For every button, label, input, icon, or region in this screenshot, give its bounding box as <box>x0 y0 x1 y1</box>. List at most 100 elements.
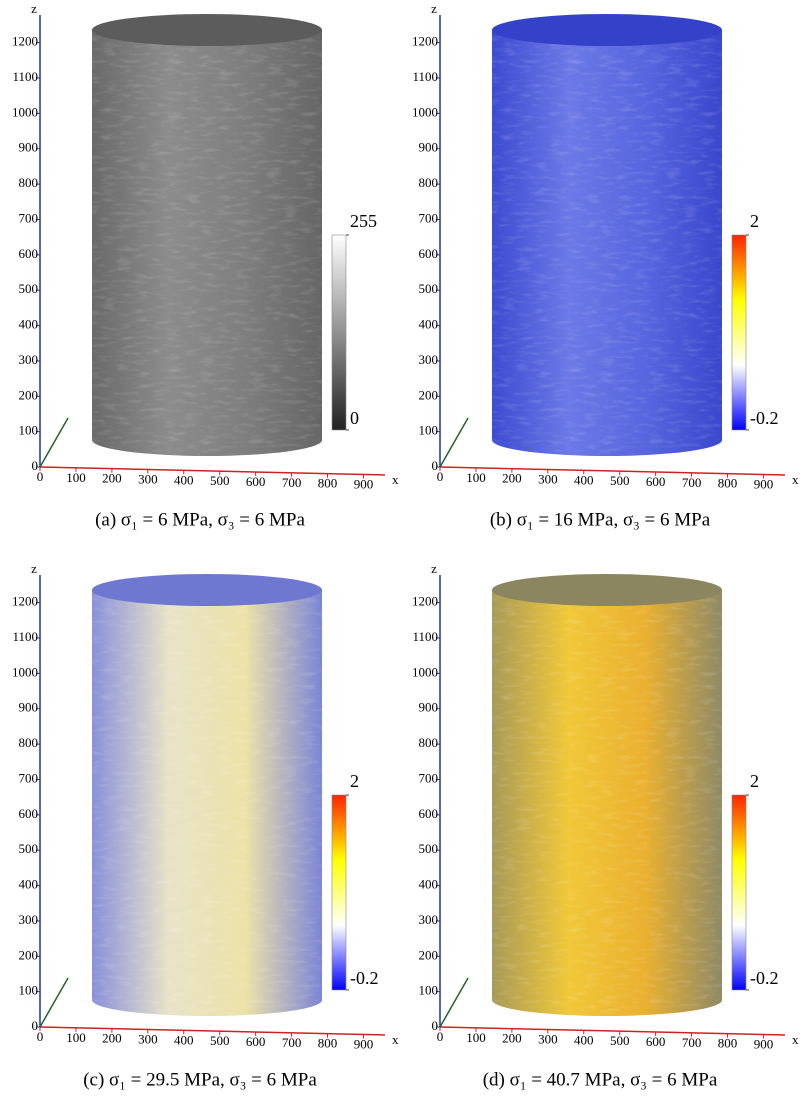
z-tick-label: 400 <box>419 317 439 332</box>
colorbar-tick-label: -0.2 <box>750 408 779 428</box>
z-tick-label: 800 <box>419 175 439 190</box>
x-tick-label: 700 <box>682 475 702 490</box>
cylinder-texture <box>492 590 722 1016</box>
z-tick-label: 200 <box>19 947 39 962</box>
panel: zx01002003004005006007008009001000110012… <box>12 1 399 530</box>
x-tick-label: 900 <box>354 1036 374 1051</box>
x-tick-label: 200 <box>502 471 522 486</box>
x-tick-label: 400 <box>574 1032 594 1047</box>
x-tick-label: 400 <box>174 1032 194 1047</box>
z-axis-label: z <box>431 1 437 16</box>
x-tick-label: 600 <box>246 474 266 489</box>
z-tick-label: 600 <box>419 806 439 821</box>
x-tick-label: 300 <box>538 471 558 486</box>
z-tick-label: 700 <box>419 770 439 785</box>
z-tick-label: 400 <box>419 877 439 892</box>
z-tick-label: 300 <box>419 352 439 367</box>
z-tick-label: 1200 <box>412 594 438 609</box>
z-tick-label: 900 <box>419 140 439 155</box>
y-axis <box>439 417 469 468</box>
x-tick-label: 900 <box>354 476 374 491</box>
z-tick-label: 1200 <box>412 34 438 49</box>
cylinder-texture <box>492 30 722 456</box>
colorbar-tick-label: -0.2 <box>350 968 379 988</box>
x-tick-label: 800 <box>318 476 338 491</box>
x-tick-label: 200 <box>502 1031 522 1046</box>
z-tick-label: 500 <box>19 841 39 856</box>
x-tick-label: 300 <box>138 471 158 486</box>
z-tick-label: 0 <box>32 1018 39 1033</box>
z-tick-label: 900 <box>19 700 39 715</box>
x-tick-label: 100 <box>466 470 486 485</box>
x-tick-label: 600 <box>246 1034 266 1049</box>
x-axis-label: x <box>392 1032 399 1047</box>
colorbar <box>731 234 747 431</box>
x-tick-label: 900 <box>754 1036 774 1051</box>
x-tick-label: 400 <box>574 472 594 487</box>
z-tick-label: 400 <box>19 877 39 892</box>
colorbar-tick-label: 0 <box>350 408 359 428</box>
x-tick-label: 800 <box>718 476 738 491</box>
caption: (d) σ₁ = 40.7 MPa, σ₃ = 6 MPa <box>483 1069 718 1090</box>
x-tick-label: 600 <box>646 1034 666 1049</box>
x-tick-label: 500 <box>610 473 630 488</box>
z-tick-label: 1100 <box>412 629 438 644</box>
z-tick-label: 800 <box>419 735 439 750</box>
colorbar <box>331 794 347 991</box>
x-tick-label: 100 <box>66 1030 86 1045</box>
x-tick-label: 700 <box>282 475 302 490</box>
z-tick-label: 800 <box>19 735 39 750</box>
z-tick-label: 1200 <box>12 34 38 49</box>
cylinder-top <box>492 14 722 46</box>
cylinder-texture <box>92 590 322 1016</box>
z-tick-label: 200 <box>419 387 439 402</box>
y-axis <box>39 417 69 468</box>
z-tick-label: 600 <box>419 246 439 261</box>
cylinder-top <box>92 574 322 606</box>
x-axis <box>439 1026 786 1036</box>
z-tick-label: 400 <box>19 317 39 332</box>
z-tick-label: 300 <box>419 912 439 927</box>
x-tick-label: 700 <box>282 1035 302 1050</box>
x-tick-label: 500 <box>210 1033 230 1048</box>
z-tick-label: 200 <box>19 387 39 402</box>
z-tick-label: 800 <box>19 175 39 190</box>
z-tick-label: 900 <box>19 140 39 155</box>
z-axis-label: z <box>431 561 437 576</box>
colorbar-tick-label: 2 <box>750 771 759 791</box>
x-tick-label: 300 <box>538 1031 558 1046</box>
x-axis <box>39 1026 386 1036</box>
x-tick-label: 0 <box>37 1029 44 1044</box>
z-tick-label: 1200 <box>12 594 38 609</box>
x-tick-label: 200 <box>102 1031 122 1046</box>
z-tick-label: 100 <box>19 983 39 998</box>
x-tick-label: 400 <box>174 472 194 487</box>
x-tick-label: 800 <box>318 1036 338 1051</box>
z-tick-label: 1000 <box>12 104 38 119</box>
x-axis-label: x <box>392 472 399 487</box>
colorbar <box>731 794 747 991</box>
caption: (c) σ₁ = 29.5 MPa, σ₃ = 6 MPa <box>83 1069 317 1090</box>
z-tick-label: 300 <box>19 352 39 367</box>
z-tick-label: 900 <box>419 700 439 715</box>
panel: zx01002003004005006007008009001000110012… <box>412 1 799 530</box>
z-tick-label: 100 <box>419 423 439 438</box>
x-tick-label: 500 <box>610 1033 630 1048</box>
x-axis-label: x <box>792 1032 799 1047</box>
z-tick-label: 0 <box>32 458 39 473</box>
z-tick-label: 500 <box>419 841 439 856</box>
z-tick-label: 100 <box>19 423 39 438</box>
z-tick-label: 1100 <box>12 629 38 644</box>
colorbar-tick-label: 2 <box>350 771 359 791</box>
z-tick-label: 700 <box>19 210 39 225</box>
z-tick-label: 1000 <box>12 664 38 679</box>
z-axis-label: z <box>31 561 37 576</box>
x-tick-label: 500 <box>210 473 230 488</box>
z-tick-label: 500 <box>19 281 39 296</box>
x-tick-label: 600 <box>646 474 666 489</box>
x-tick-label: 100 <box>466 1030 486 1045</box>
z-tick-label: 1000 <box>412 104 438 119</box>
z-tick-label: 300 <box>19 912 39 927</box>
caption: (b) σ₁ = 16 MPa, σ₃ = 6 MPa <box>490 509 711 530</box>
